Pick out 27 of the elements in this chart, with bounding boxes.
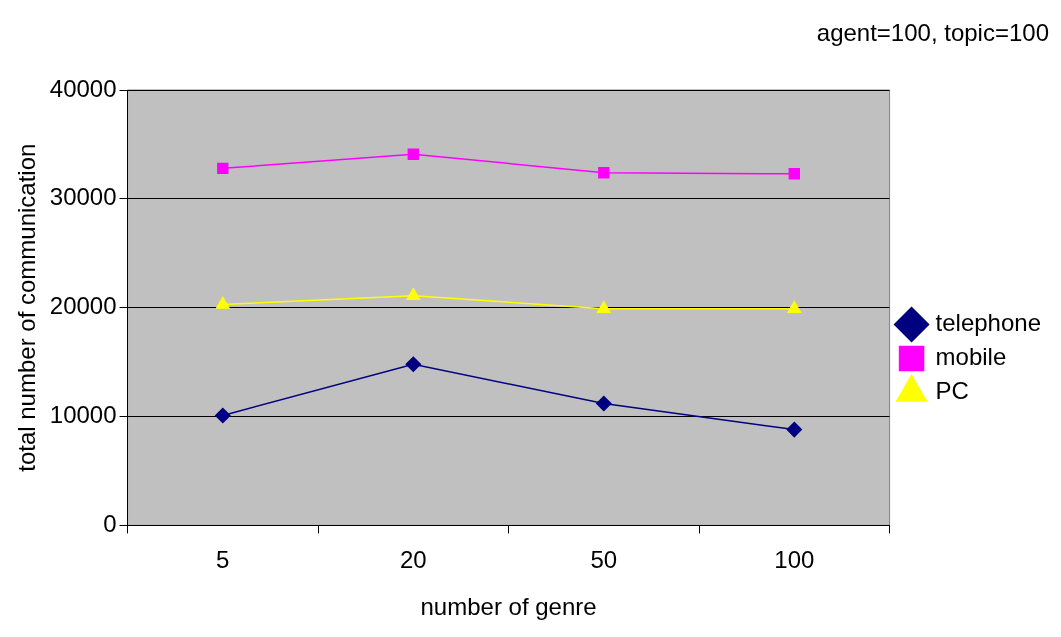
x-tick-label: 100 <box>774 546 815 574</box>
legend-label: PC <box>935 377 969 405</box>
y-tick-label: 0 <box>103 510 117 538</box>
x-tick-label: 5 <box>216 546 230 574</box>
legend-label: mobile <box>935 343 1007 371</box>
x-axis-title: number of genre <box>420 593 597 621</box>
point <box>217 162 229 175</box>
point <box>787 301 802 314</box>
point <box>786 421 803 438</box>
point <box>406 287 421 300</box>
y-tick-label: 20000 <box>49 292 117 320</box>
x-tick-label: 50 <box>590 546 618 574</box>
x-tick-label: 20 <box>399 546 427 574</box>
y-tick-label: 30000 <box>49 183 117 211</box>
point <box>598 167 610 179</box>
point <box>215 296 230 309</box>
point <box>596 301 611 314</box>
text: agent=100, topic=100 <box>816 18 1049 46</box>
y-tick-label: 40000 <box>49 74 117 102</box>
point <box>596 395 612 412</box>
point <box>788 168 801 180</box>
point <box>215 407 231 424</box>
point <box>405 356 422 373</box>
legend-label: telephone <box>935 309 1041 337</box>
y-axis-title: total number of communication <box>13 143 41 472</box>
y-tick-label: 10000 <box>49 401 117 429</box>
point <box>407 148 419 160</box>
